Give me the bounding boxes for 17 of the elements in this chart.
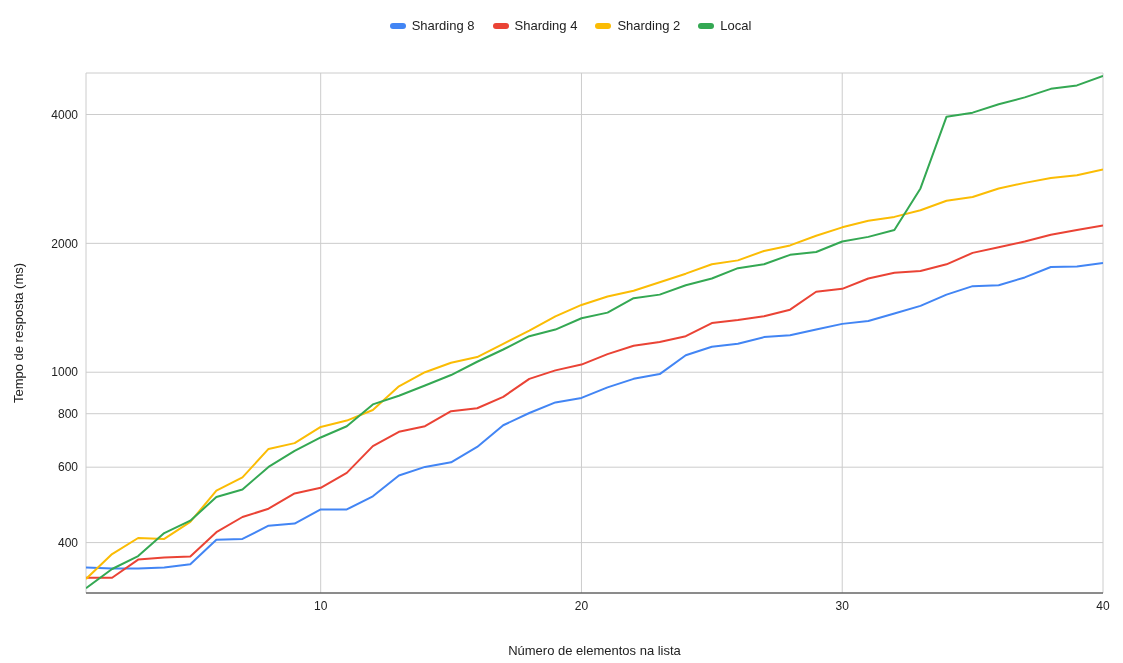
- y-axis-title: Tempo de resposta (ms): [10, 262, 26, 404]
- x-tick-label: 30: [835, 598, 850, 613]
- legend-label: Sharding 2: [616, 18, 681, 33]
- y-tick-label: 800: [57, 406, 79, 421]
- y-tick-label: 600: [57, 460, 79, 475]
- legend-label: Sharding 4: [513, 18, 578, 33]
- x-axis-title: Número de elementos na lista: [508, 643, 682, 658]
- x-tick-label: 20: [574, 598, 589, 613]
- y-tick-label: 1000: [51, 365, 79, 380]
- x-tick-label: 40: [1096, 598, 1110, 613]
- legend-label: Local: [719, 18, 752, 33]
- y-tick-label: 4000: [51, 107, 79, 122]
- y-tick-label: 400: [57, 535, 79, 550]
- legend-label: Sharding 8: [410, 18, 475, 33]
- x-tick-label: 10: [314, 598, 328, 613]
- y-tick-label: 2000: [51, 236, 79, 251]
- line-series: [86, 74, 1103, 590]
